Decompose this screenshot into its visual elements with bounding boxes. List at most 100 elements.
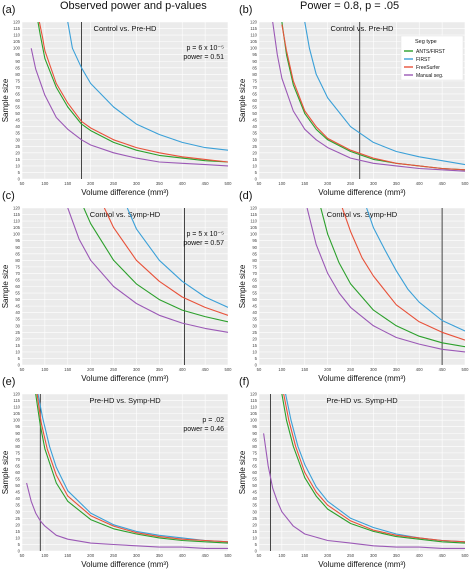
- y-tick-label: 75: [15, 450, 20, 455]
- y-tick-label: 90: [15, 431, 20, 436]
- legend-box: [400, 35, 464, 81]
- y-axis-label: Sample size: [238, 78, 247, 122]
- y-tick-label: 50: [252, 483, 257, 488]
- y-tick-label: 25: [15, 330, 20, 335]
- x-tick-label: 400: [416, 181, 424, 186]
- y-axis-label: Sample size: [1, 264, 10, 308]
- y-tick-label: 110: [250, 33, 257, 38]
- panel-2: (b)0510152025303540455055606570758085909…: [238, 4, 469, 197]
- x-axis-label: Volume difference (mm³): [81, 188, 169, 197]
- y-axis-label: Sample size: [238, 264, 247, 308]
- x-tick-label: 500: [225, 367, 233, 372]
- y-tick-label: 50: [15, 111, 20, 116]
- y-tick-label: 35: [252, 317, 257, 322]
- y-tick-label: 5: [18, 170, 21, 175]
- panel-label: (e): [2, 376, 15, 388]
- y-tick-label: 15: [252, 529, 257, 534]
- x-tick-label: 50: [257, 181, 262, 186]
- y-tick-label: 85: [15, 251, 20, 256]
- y-tick-label: 40: [15, 496, 20, 501]
- panel-annotation: p = .02: [202, 417, 224, 424]
- y-tick-label: 95: [15, 52, 20, 57]
- y-tick-label: 95: [15, 424, 20, 429]
- y-tick-label: 30: [15, 137, 20, 142]
- y-tick-label: 5: [255, 542, 258, 547]
- y-tick-label: 95: [252, 238, 257, 243]
- y-tick-label: 115: [13, 26, 20, 31]
- y-tick-label: 120: [250, 20, 258, 25]
- y-tick-label: 85: [15, 65, 20, 70]
- y-tick-label: 25: [15, 516, 20, 521]
- legend-entry: FIRST: [416, 57, 430, 63]
- y-axis-label: Sample size: [1, 450, 10, 494]
- y-tick-label: 120: [250, 392, 258, 397]
- panel-label: (f): [239, 376, 249, 388]
- series-line-freesurfer: [281, 24, 465, 171]
- y-tick-label: 105: [250, 225, 258, 230]
- y-tick-label: 80: [252, 72, 257, 77]
- x-tick-label: 100: [41, 181, 49, 186]
- x-tick-label: 200: [87, 553, 95, 558]
- y-tick-label: 65: [252, 277, 257, 282]
- y-tick-label: 120: [13, 206, 21, 211]
- x-tick-label: 300: [133, 553, 141, 558]
- y-tick-label: 0: [255, 363, 258, 368]
- x-tick-label: 200: [324, 181, 332, 186]
- y-tick-label: 75: [252, 264, 257, 269]
- y-tick-label: 70: [15, 85, 20, 90]
- y-tick-label: 25: [252, 144, 257, 149]
- y-tick-label: 95: [252, 424, 257, 429]
- x-tick-label: 400: [179, 367, 187, 372]
- legend-entry: FreeSurfer: [416, 65, 440, 71]
- panel-annotation: power = 0.51: [183, 54, 224, 61]
- panel-title: Control vs. Pre-HD: [331, 24, 395, 33]
- x-tick-label: 250: [347, 367, 355, 372]
- y-tick-label: 50: [15, 297, 20, 302]
- x-tick-label: 100: [41, 367, 49, 372]
- y-tick-label: 90: [15, 245, 20, 250]
- y-axis-label: Sample size: [1, 78, 10, 122]
- x-tick-label: 350: [156, 553, 164, 558]
- x-tick-label: 300: [370, 553, 378, 558]
- y-tick-label: 100: [250, 46, 258, 51]
- y-tick-label: 100: [13, 46, 21, 51]
- y-tick-label: 5: [255, 170, 258, 175]
- y-tick-label: 55: [252, 105, 257, 110]
- y-tick-label: 45: [15, 304, 20, 309]
- series-line-first: [304, 22, 465, 166]
- y-tick-label: 95: [15, 238, 20, 243]
- x-axis-label: Volume difference (mm³): [318, 374, 406, 383]
- y-tick-label: 80: [252, 258, 257, 263]
- y-tick-label: 115: [250, 26, 257, 31]
- y-tick-label: 10: [252, 163, 257, 168]
- series-line-freesurfer: [283, 394, 465, 543]
- x-tick-label: 350: [393, 367, 401, 372]
- panel-label: (c): [2, 190, 15, 202]
- y-tick-label: 45: [252, 304, 257, 309]
- panel-title: Pre-HD vs. Symp-HD: [326, 396, 398, 405]
- y-tick-label: 90: [252, 245, 257, 250]
- y-tick-label: 95: [252, 52, 257, 57]
- series-line-freesurfer: [38, 22, 228, 163]
- y-tick-label: 60: [15, 284, 20, 289]
- y-tick-label: 0: [18, 177, 21, 182]
- x-tick-label: 150: [64, 553, 72, 558]
- y-tick-label: 30: [15, 323, 20, 328]
- x-tick-label: 200: [87, 367, 95, 372]
- x-tick-label: 150: [301, 181, 309, 186]
- y-tick-label: 50: [252, 111, 257, 116]
- y-tick-label: 5: [255, 356, 258, 361]
- y-tick-label: 55: [15, 291, 20, 296]
- legend-entry: ANTS/FIRST: [416, 49, 445, 55]
- x-tick-label: 500: [225, 181, 233, 186]
- y-tick-label: 105: [13, 411, 21, 416]
- series-line-manual-seg: [26, 482, 228, 549]
- series-line-ants-first: [83, 208, 228, 323]
- y-tick-label: 120: [13, 392, 21, 397]
- y-tick-label: 5: [18, 542, 21, 547]
- y-tick-label: 115: [250, 398, 257, 403]
- series-line-manual-seg: [272, 22, 465, 172]
- y-tick-label: 20: [15, 150, 20, 155]
- y-tick-label: 115: [250, 212, 257, 217]
- y-tick-label: 60: [15, 470, 20, 475]
